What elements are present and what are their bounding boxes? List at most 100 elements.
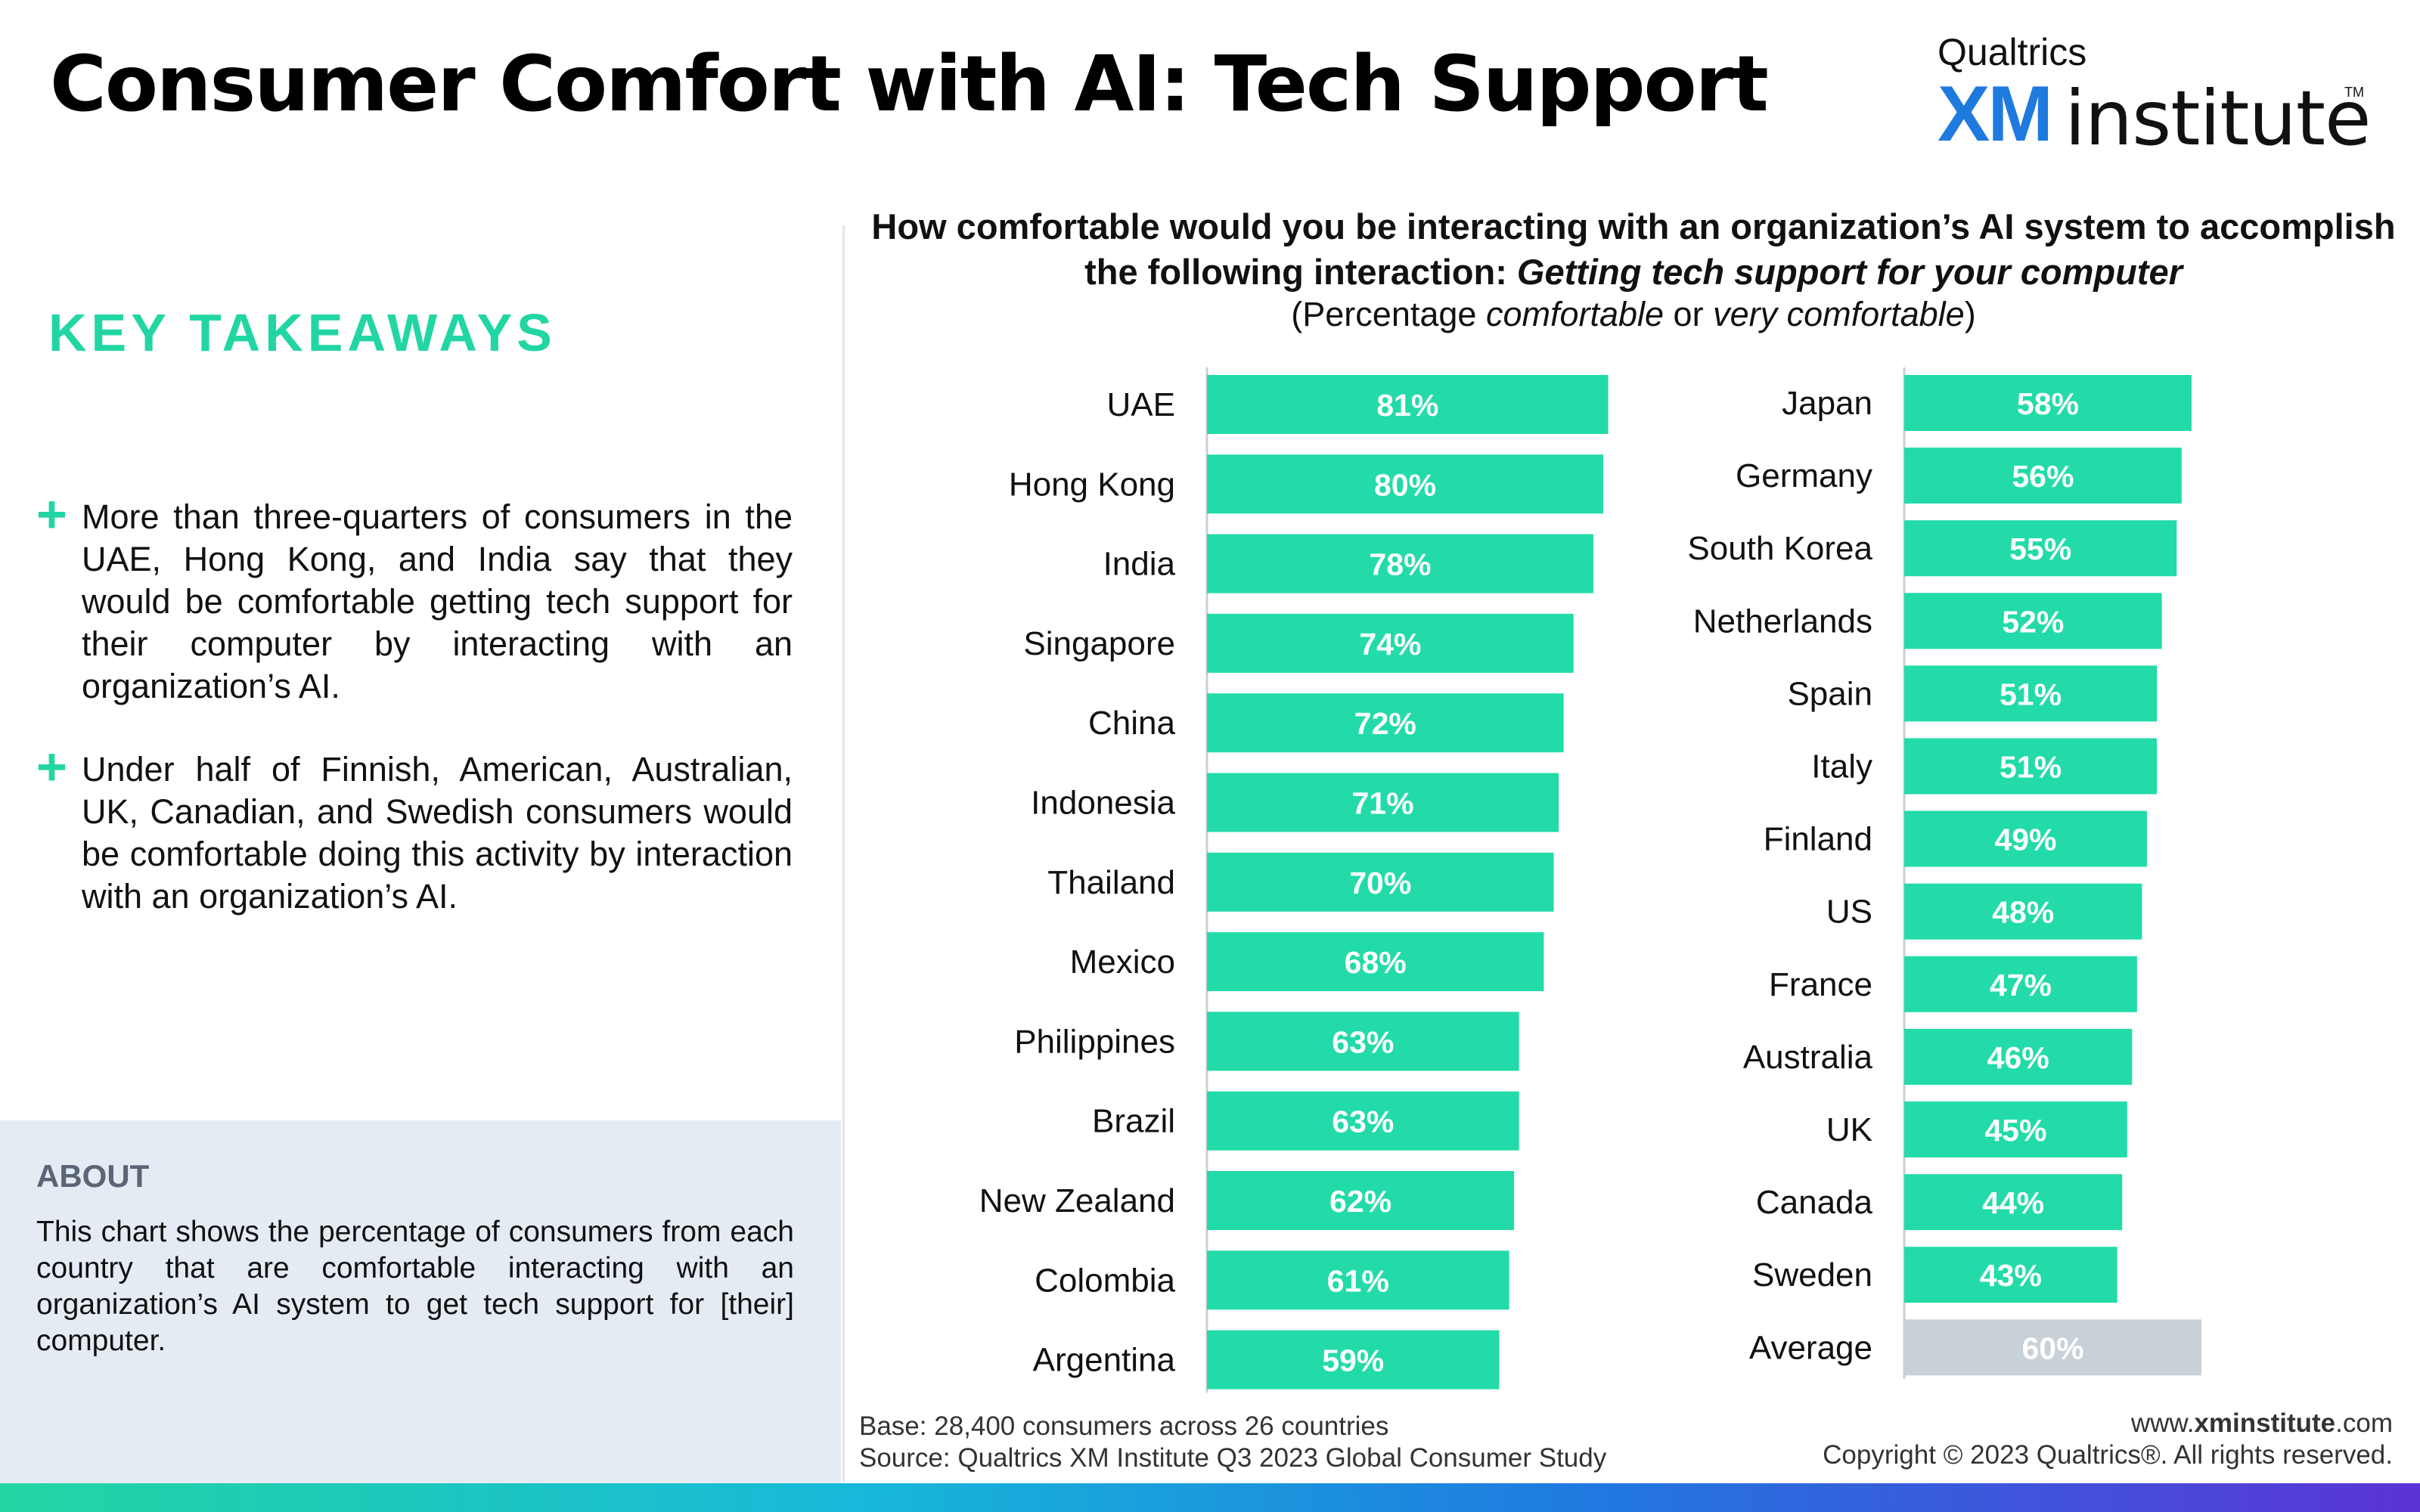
- bar: [1207, 1012, 1519, 1071]
- chart-title: How comfortable would you be interacting…: [862, 204, 2405, 295]
- category-label: Italy: [1811, 748, 1872, 785]
- footer-source: Source: Qualtrics XM Institute Q3 2023 G…: [859, 1443, 1607, 1473]
- category-label: Indonesia: [1031, 785, 1175, 822]
- bar: [1207, 693, 1564, 753]
- category-label: Australia: [1743, 1039, 1873, 1076]
- bar-value-label: 60%: [2021, 1331, 2083, 1365]
- chart-title-emphasis: Getting tech support for your computer: [1516, 252, 2183, 292]
- bar: [1904, 1247, 2118, 1303]
- bar-value-label: 56%: [2012, 459, 2074, 494]
- footer-right: www.xminstitute.com Copyright © 2023 Qua…: [1823, 1408, 2393, 1471]
- bar-value-label: 71%: [1351, 786, 1413, 821]
- bar-value-label: 52%: [2002, 604, 2064, 639]
- bar-value-label: 48%: [1992, 895, 2054, 930]
- category-label: New Zealand: [979, 1182, 1175, 1219]
- category-label: Argentina: [1033, 1342, 1176, 1379]
- bar-value-label: 70%: [1349, 866, 1411, 900]
- logo-institute-text: institute: [2065, 74, 2372, 163]
- bar: [1207, 1330, 1500, 1390]
- bar: [1207, 613, 1574, 673]
- bar: [1904, 1028, 2133, 1085]
- bar-value-label: 63%: [1332, 1105, 1394, 1139]
- bar-value-label: 72%: [1354, 706, 1416, 741]
- bar-value-label: 55%: [2009, 531, 2071, 566]
- bar: [1207, 454, 1603, 514]
- footer-left: Base: 28,400 consumers across 26 countri…: [859, 1411, 1606, 1474]
- chart-title-line2: the following interaction: Getting tech …: [1084, 252, 2183, 292]
- xm-institute-logo: Qualtrics XM institute TM: [1938, 30, 2372, 163]
- bar-value-label: 81%: [1376, 388, 1438, 423]
- bar-value-label: 80%: [1374, 467, 1436, 502]
- about-heading: ABOUT: [36, 1158, 150, 1194]
- bar: [1904, 665, 2158, 722]
- page-title: Consumer Comfort with AI: Tech Support: [50, 39, 1769, 129]
- bar: [1904, 956, 2137, 1012]
- bar-value-label: 74%: [1359, 627, 1421, 662]
- bar-value-label: 45%: [1984, 1113, 2046, 1148]
- category-label: Finland: [1764, 821, 1872, 858]
- about-panel: ABOUT This chart shows the percentage of…: [0, 1120, 841, 1512]
- key-takeaways-heading: KEY TAKEAWAYS: [48, 303, 557, 362]
- category-label: Germany: [1736, 457, 1872, 494]
- category-label: Canada: [1756, 1184, 1873, 1221]
- bar: [1207, 534, 1593, 593]
- category-label: Netherlands: [1693, 603, 1872, 640]
- category-label: US: [1826, 894, 1872, 931]
- plus-icon: +: [36, 485, 67, 544]
- average-bar: [1904, 1319, 2201, 1376]
- category-label: China: [1088, 705, 1175, 742]
- footer-base: Base: 28,400 consumers across 26 countri…: [859, 1411, 1389, 1441]
- bar: [1207, 1250, 1509, 1310]
- category-label: Singapore: [1023, 625, 1175, 662]
- bar-value-label: 43%: [1980, 1258, 2042, 1293]
- takeaway-text: Under half of Finnish, American, Austral…: [82, 750, 793, 916]
- logo-xm-text: XM: [1938, 70, 2053, 158]
- bar-value-label: 46%: [1987, 1040, 2049, 1075]
- takeaway-item: + More than three-quarters of consumers …: [36, 485, 793, 708]
- bar: [1207, 1171, 1515, 1230]
- category-label: Mexico: [1070, 943, 1175, 981]
- bar: [1904, 1174, 2123, 1231]
- takeaway-item: + Under half of Finnish, American, Austr…: [36, 737, 793, 918]
- bar-value-label: 49%: [1994, 823, 2056, 857]
- category-label: Spain: [1787, 675, 1872, 712]
- category-label: Colombia: [1035, 1262, 1175, 1299]
- bar: [1904, 375, 2192, 431]
- bar-value-label: 51%: [2000, 750, 2062, 785]
- vertical-divider: [842, 225, 845, 1482]
- bar: [1207, 852, 1554, 912]
- category-label: Thailand: [1047, 864, 1175, 901]
- category-label: Japan: [1782, 385, 1872, 422]
- bar: [1904, 883, 2142, 940]
- bar-value-label: 68%: [1345, 945, 1407, 980]
- category-label: Hong Kong: [1009, 466, 1175, 503]
- bar: [1904, 738, 2158, 795]
- bar-value-label: 44%: [1982, 1185, 2044, 1220]
- chart-title-line1: How comfortable would you be interacting…: [871, 206, 2396, 246]
- footer-url: www.xminstitute.com: [2130, 1408, 2393, 1438]
- category-label: Philippines: [1014, 1023, 1175, 1060]
- bar: [1904, 810, 2147, 867]
- category-label: Average: [1749, 1329, 1872, 1366]
- bar-value-label: 58%: [2017, 386, 2079, 421]
- category-label: India: [1103, 546, 1176, 583]
- bar: [1207, 1091, 1519, 1151]
- bar: [1207, 773, 1559, 832]
- logo-qualtrics-text: Qualtrics: [1938, 31, 2087, 73]
- bar: [1904, 520, 2177, 577]
- bar-value-label: 47%: [1990, 968, 2052, 1002]
- bar: [1904, 448, 2182, 504]
- bar: [1207, 932, 1544, 992]
- bar: [1207, 375, 1609, 434]
- chart-subtitle: (Percentage comfortable or very comforta…: [1291, 295, 1976, 333]
- bottom-gradient-bar: [0, 1483, 2420, 1512]
- category-label: Sweden: [1752, 1256, 1872, 1294]
- bar-value-label: 59%: [1322, 1343, 1384, 1378]
- bar: [1904, 593, 2162, 649]
- footer-copyright: Copyright © 2023 Qualtrics®. All rights …: [1823, 1440, 2393, 1470]
- plus-icon: +: [36, 737, 67, 796]
- bar-value-label: 62%: [1329, 1184, 1392, 1219]
- bar-value-label: 61%: [1327, 1263, 1389, 1298]
- logo-trademark: TM: [2344, 85, 2364, 100]
